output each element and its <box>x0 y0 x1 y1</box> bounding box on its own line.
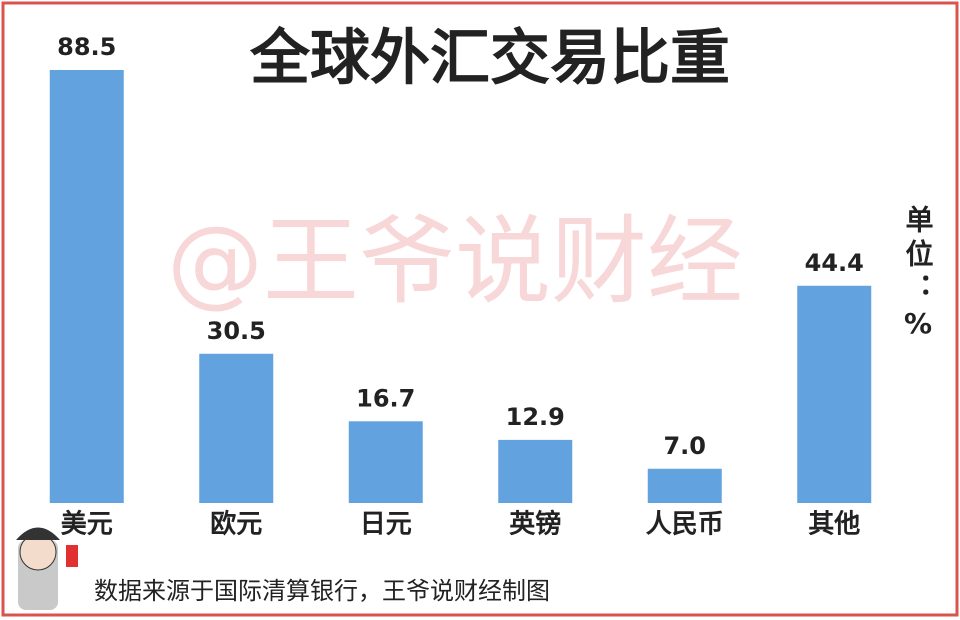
value-label: 44.4 <box>805 249 864 277</box>
avatar <box>16 527 78 610</box>
unit-label: 单位：% <box>902 205 935 346</box>
x-tick-label: 欧元 <box>210 509 262 540</box>
x-tick-label: 美元 <box>61 509 113 540</box>
chart-title: 全球外汇交易比重 <box>249 24 730 94</box>
x-tick-label: 其他 <box>808 510 860 540</box>
bar <box>348 421 423 503</box>
bar <box>498 439 573 503</box>
value-label: 7.0 <box>663 432 706 460</box>
value-label: 88.5 <box>57 33 116 61</box>
source-note: 数据来源于国际清算银行，王爷说财经制图 <box>94 577 550 605</box>
bar <box>199 353 274 503</box>
bar <box>797 285 872 503</box>
avatar-sign <box>66 545 78 567</box>
avatar-hat <box>16 527 60 540</box>
x-tick-label: 日元 <box>360 510 412 540</box>
x-tick-label: 英镑 <box>509 509 561 540</box>
watermark: @王爷说财经 <box>167 205 743 317</box>
bar <box>647 468 722 503</box>
x-tick-label: 人民币 <box>646 510 724 540</box>
value-label: 12.9 <box>506 403 565 431</box>
value-label: 16.7 <box>356 384 415 412</box>
value-label: 30.5 <box>207 317 266 345</box>
bar <box>49 70 124 503</box>
